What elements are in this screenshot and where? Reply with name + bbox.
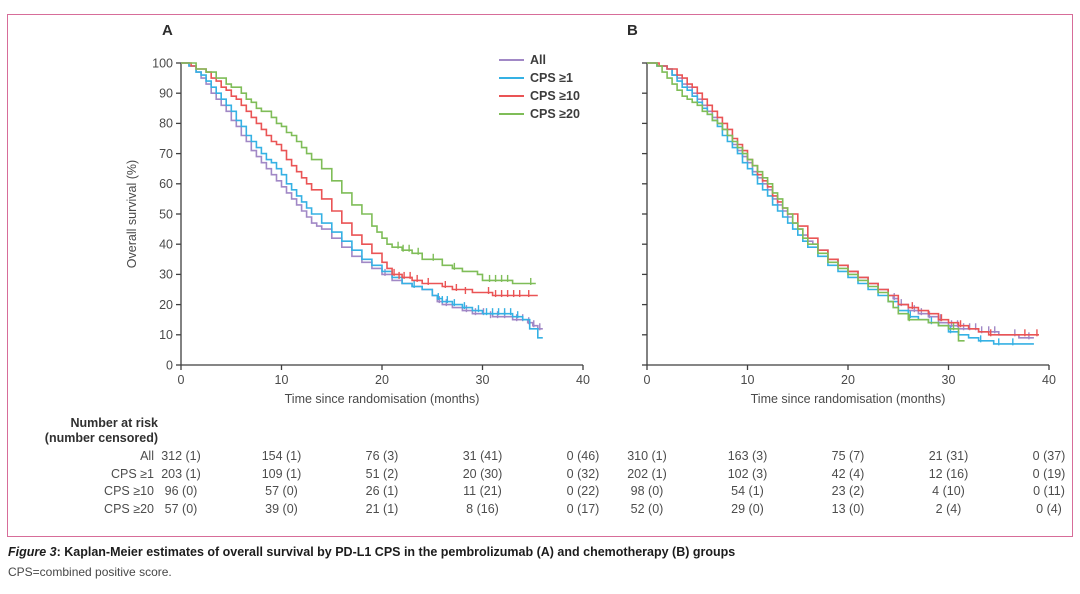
risk-cell-b: 52 (0) xyxy=(630,501,664,516)
legend-line-swatch-cps20 xyxy=(499,112,524,116)
risk-cell-b: 0 (11) xyxy=(1033,484,1065,498)
risk-cell-a: 57 (0) xyxy=(265,484,298,498)
risk-cell-a: 20 (30) xyxy=(462,466,503,481)
risk-cell-b: 4 (10) xyxy=(932,484,965,498)
svg-text:40: 40 xyxy=(159,238,173,252)
svg-text:20: 20 xyxy=(375,373,389,387)
legend-item-cps1: CPS ≥1 xyxy=(499,69,580,87)
svg-text:20: 20 xyxy=(841,373,855,387)
legend: All CPS ≥1 CPS ≥10 CPS ≥20 xyxy=(499,51,580,123)
svg-text:50: 50 xyxy=(159,207,173,221)
svg-text:Time since randomisation (mont: Time since randomisation (months) xyxy=(751,392,946,406)
risk-cell-b: 54 (1) xyxy=(731,484,764,498)
figure-footnote: CPS=combined positive score. xyxy=(8,565,172,579)
figure-pink-frame xyxy=(7,14,1073,537)
risk-cell-a: 109 (1) xyxy=(261,466,302,481)
risk-cell-b: 75 (7) xyxy=(831,449,865,463)
risk-cell-a: 0 (32) xyxy=(566,466,600,481)
svg-text:0: 0 xyxy=(166,358,173,372)
risk-cell-b: 23 (2) xyxy=(831,484,865,498)
legend-label: CPS ≥1 xyxy=(530,71,573,85)
risk-cell-b: 163 (3) xyxy=(727,449,768,463)
risk-cell-a: 0 (22) xyxy=(566,484,600,498)
figure-caption-prefix: Figure 3 xyxy=(8,545,57,559)
svg-text:20: 20 xyxy=(159,298,173,312)
legend-line-swatch-cps10 xyxy=(499,94,524,98)
svg-text:0: 0 xyxy=(178,373,185,387)
svg-text:60: 60 xyxy=(159,177,173,191)
svg-text:10: 10 xyxy=(159,328,173,342)
risk-cell-a: 76 (3) xyxy=(365,449,399,463)
legend-line-swatch-all xyxy=(499,58,524,62)
risk-table-header-line1: Number at risk xyxy=(70,416,158,430)
svg-text:10: 10 xyxy=(741,373,755,387)
risk-cell-a: 11 (21) xyxy=(463,484,502,498)
legend-item-cps10: CPS ≥10 xyxy=(499,87,580,105)
risk-cell-b: 42 (4) xyxy=(831,466,865,481)
risk-cell-b: 21 (31) xyxy=(928,449,969,463)
risk-cell-a: 0 (46) xyxy=(566,449,600,463)
risk-cell-a: 31 (41) xyxy=(462,449,503,463)
svg-text:Time since randomisation (mont: Time since randomisation (months) xyxy=(285,392,480,406)
svg-text:30: 30 xyxy=(942,373,956,387)
svg-text:30: 30 xyxy=(476,373,490,387)
legend-label: CPS ≥20 xyxy=(530,107,580,121)
legend-item-cps20: CPS ≥20 xyxy=(499,105,580,123)
risk-cell-b: 12 (16) xyxy=(928,466,969,481)
figure-caption: Figure 3: Kaplan-Meier estimates of over… xyxy=(8,545,1068,559)
panel-a-title: A xyxy=(162,22,173,39)
risk-cell-a: 57 (0) xyxy=(164,501,198,516)
risk-row-label: CPS ≥10 xyxy=(104,484,154,498)
svg-text:40: 40 xyxy=(576,373,590,387)
risk-cell-a: 154 (1) xyxy=(261,449,302,463)
panel-b-title: B xyxy=(627,22,638,39)
risk-row-label: All xyxy=(140,449,154,463)
risk-cell-b: 310 (1) xyxy=(627,449,667,463)
risk-cell-a: 8 (16) xyxy=(466,501,499,516)
svg-text:30: 30 xyxy=(159,268,173,282)
risk-cell-a: 39 (0) xyxy=(265,501,298,516)
svg-text:90: 90 xyxy=(159,87,173,101)
svg-text:10: 10 xyxy=(275,373,289,387)
risk-cell-a: 51 (2) xyxy=(365,466,399,481)
risk-cell-b: 102 (3) xyxy=(727,466,768,481)
risk-cell-a: 26 (1) xyxy=(365,484,399,498)
risk-cell-b: 0 (4) xyxy=(1036,501,1062,516)
risk-cell-b: 2 (4) xyxy=(935,501,962,516)
risk-cell-a: 21 (1) xyxy=(365,501,399,516)
legend-label: All xyxy=(530,53,546,67)
legend-label: CPS ≥10 xyxy=(530,89,580,103)
risk-cell-a: 312 (1) xyxy=(161,449,201,463)
risk-cell-b: 29 (0) xyxy=(731,501,764,516)
risk-cell-a: 96 (0) xyxy=(164,484,198,498)
svg-text:80: 80 xyxy=(159,117,173,131)
legend-line-swatch-cps1 xyxy=(499,76,524,80)
risk-cell-b: 202 (1) xyxy=(627,466,667,481)
risk-cell-b: 13 (0) xyxy=(831,501,865,516)
risk-cell-a: 203 (1) xyxy=(161,466,201,481)
risk-cell-b: 98 (0) xyxy=(630,484,664,498)
risk-cell-b: 0 (37) xyxy=(1032,449,1066,463)
risk-table-header-line2: (number censored) xyxy=(44,431,158,445)
legend-item-all: All xyxy=(499,51,580,69)
svg-text:70: 70 xyxy=(159,147,173,161)
svg-text:Overall survival (%): Overall survival (%) xyxy=(125,160,139,268)
svg-text:40: 40 xyxy=(1042,373,1056,387)
risk-cell-b: 0 (19) xyxy=(1032,466,1066,481)
risk-cell-a: 0 (17) xyxy=(566,501,600,516)
svg-text:0: 0 xyxy=(644,373,651,387)
figure-caption-text: : Kaplan-Meier estimates of overall surv… xyxy=(56,545,736,559)
svg-text:100: 100 xyxy=(152,56,173,70)
risk-row-label: CPS ≥1 xyxy=(111,466,154,481)
risk-row-label: CPS ≥20 xyxy=(104,501,154,516)
